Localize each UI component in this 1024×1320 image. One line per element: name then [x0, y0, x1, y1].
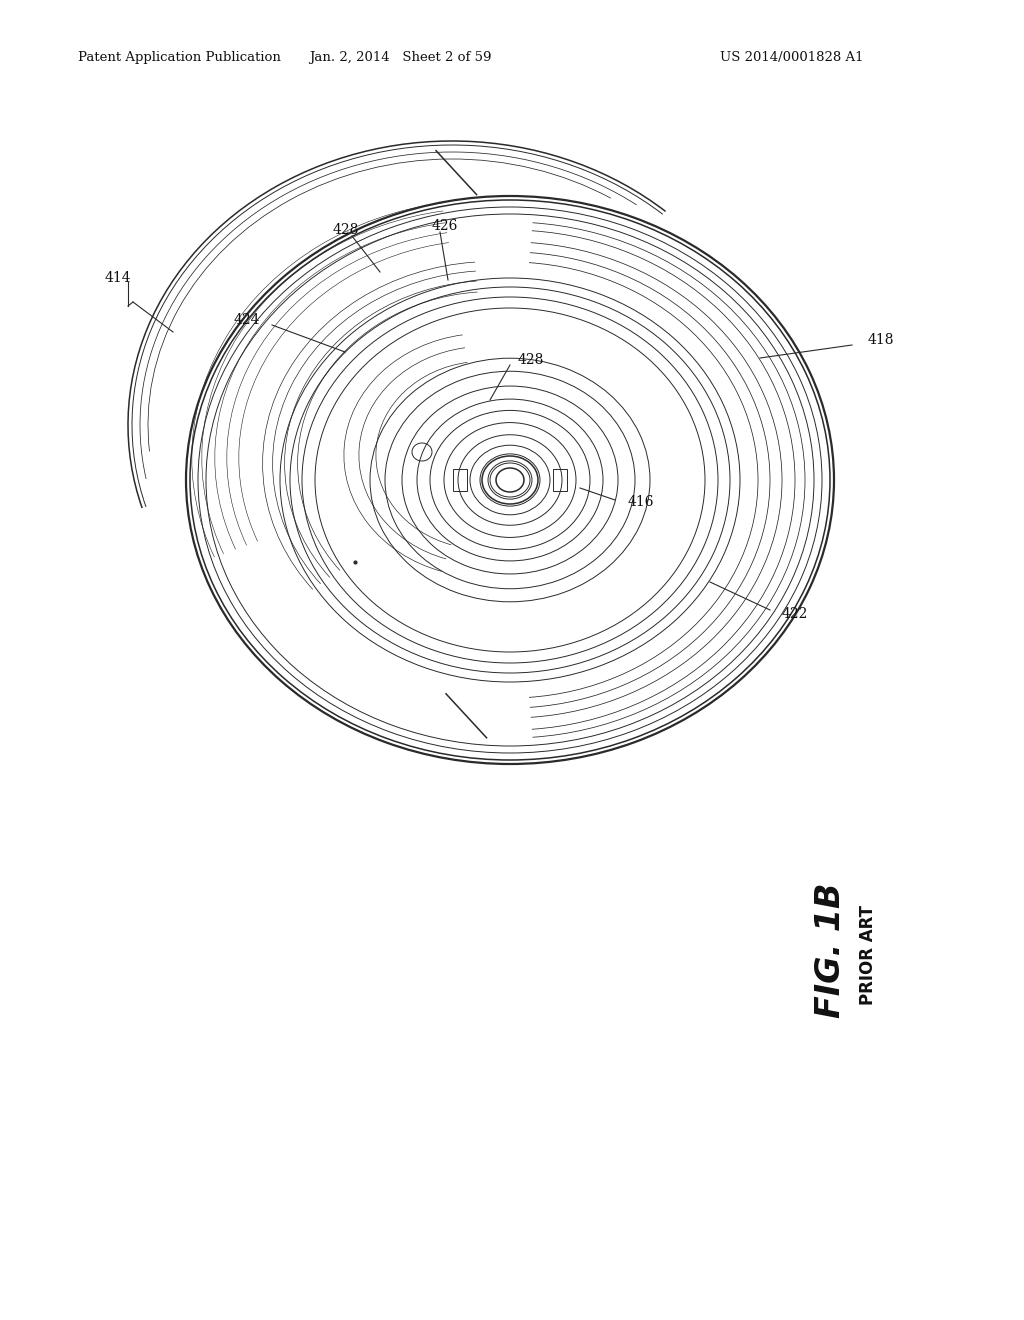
Text: PRIOR ART: PRIOR ART — [859, 906, 877, 1005]
Text: 414: 414 — [104, 271, 131, 285]
Bar — [453, 469, 467, 491]
Text: Jan. 2, 2014   Sheet 2 of 59: Jan. 2, 2014 Sheet 2 of 59 — [309, 51, 492, 65]
Text: 424: 424 — [233, 313, 260, 327]
Text: 416: 416 — [628, 495, 654, 510]
Text: 422: 422 — [782, 607, 808, 620]
Text: 428: 428 — [518, 352, 545, 367]
Text: FIG. 1B: FIG. 1B — [813, 882, 847, 1018]
Bar — [553, 469, 567, 491]
Text: 418: 418 — [868, 333, 895, 347]
Text: 428: 428 — [333, 223, 359, 238]
Text: 426: 426 — [432, 219, 458, 234]
Text: Patent Application Publication: Patent Application Publication — [78, 51, 281, 65]
Text: US 2014/0001828 A1: US 2014/0001828 A1 — [720, 51, 863, 65]
